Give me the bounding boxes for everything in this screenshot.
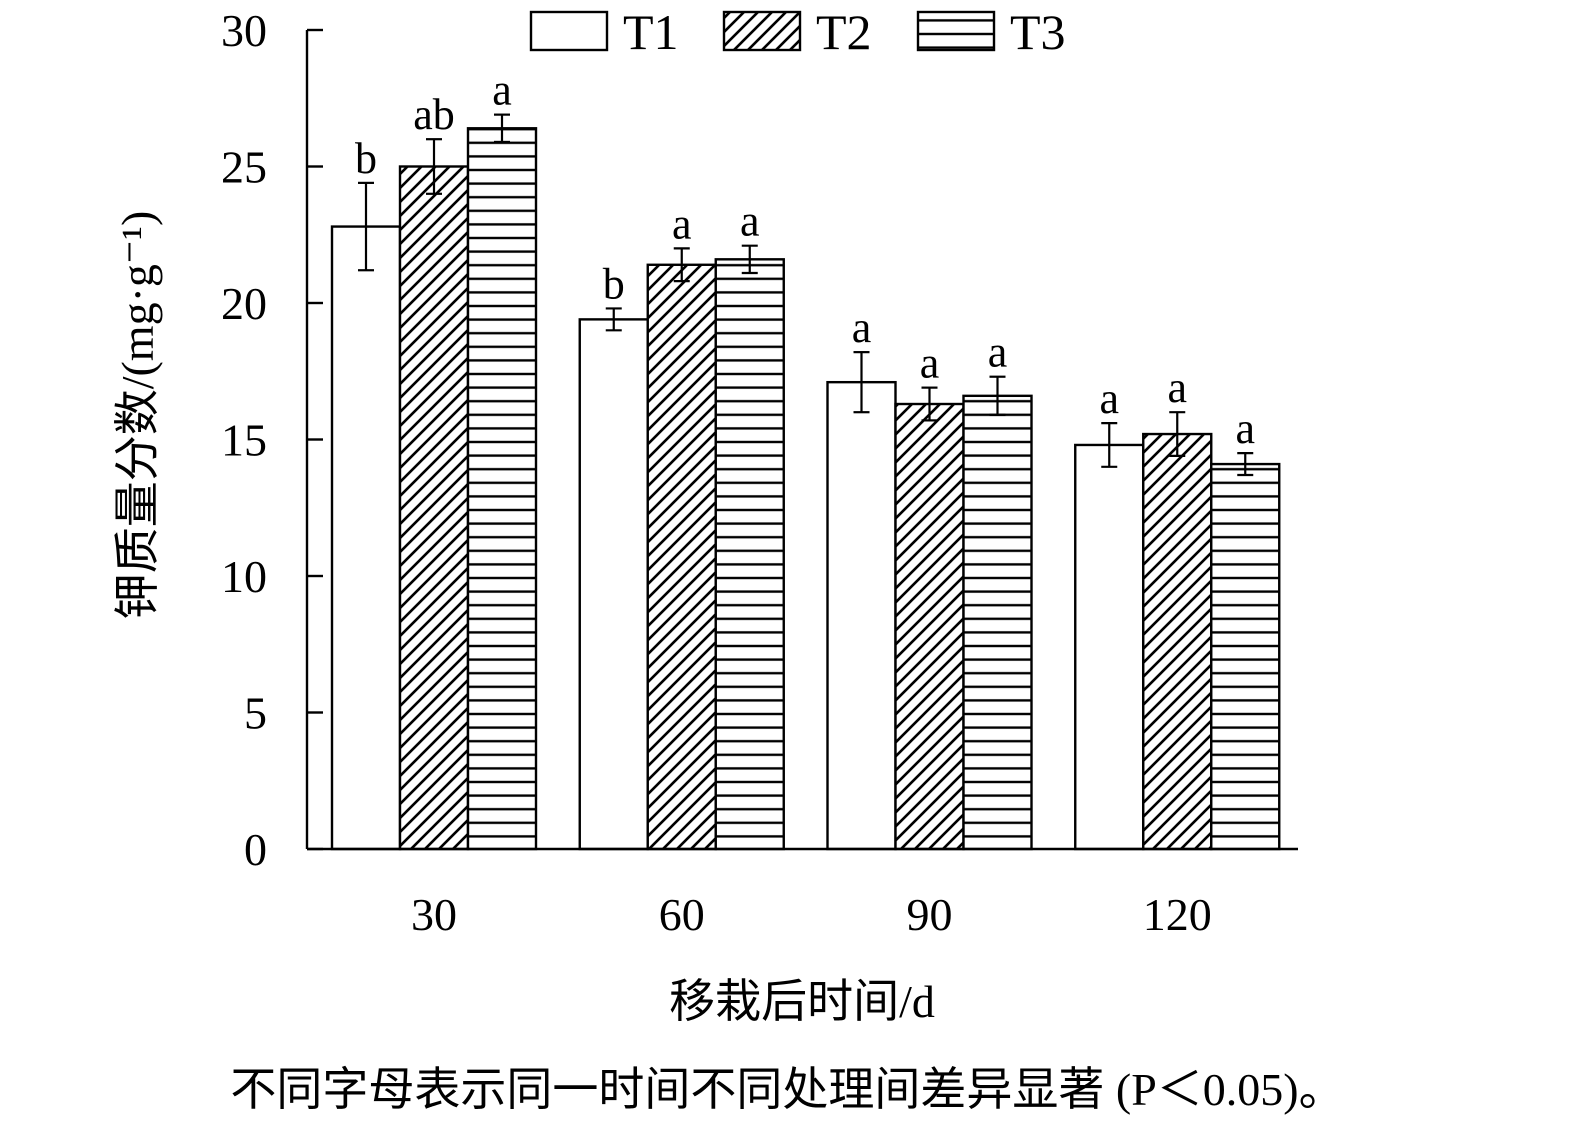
x-tick-label: 30 <box>411 889 457 940</box>
sig-label-T2-30: ab <box>413 90 455 139</box>
legend-swatch-T2 <box>722 10 802 52</box>
bar-T3-60 <box>714 258 785 851</box>
bar-T1-120 <box>1074 443 1145 851</box>
axes-layer <box>305 28 1298 851</box>
bar-T2-30 <box>398 165 470 851</box>
sig-label-T3-120: a <box>1235 404 1255 453</box>
sig-label-T3-30: a <box>492 66 512 115</box>
bar-T3-90 <box>962 394 1033 851</box>
bar-T1-30 <box>330 225 402 851</box>
sig-label-T2-90: a <box>920 339 940 388</box>
sig-label-T1-90: a <box>852 303 872 352</box>
legend-label-T3: T3 <box>1010 4 1066 60</box>
sig-label-T1-120: a <box>1099 374 1119 423</box>
bars-layer <box>330 113 1281 851</box>
bar-T3-120 <box>1210 462 1281 851</box>
y-tick-label: 5 <box>244 688 267 739</box>
legend-swatch-T3 <box>916 10 996 52</box>
y-tick-label: 15 <box>221 415 267 466</box>
sig-label-T3-60: a <box>740 197 760 246</box>
sig-label-T1-30: b <box>355 134 377 183</box>
x-tick-label: 120 <box>1143 889 1212 940</box>
sig-label-T1-60: b <box>603 259 625 308</box>
sig-label-T3-90: a <box>988 328 1008 377</box>
x-axis-title: 移栽后时间/d <box>669 976 935 1027</box>
sig-label-T2-60: a <box>672 199 692 248</box>
bar-T2-120 <box>1142 432 1213 851</box>
bar-T3-30 <box>466 127 538 851</box>
bar-T1-60 <box>578 318 649 851</box>
y-tick-label: 20 <box>221 278 267 329</box>
legend: T1 T2 T3 <box>529 4 1066 60</box>
legend-label-T1: T1 <box>623 4 679 60</box>
bar-T2-60 <box>646 263 717 851</box>
bar-T1-90 <box>826 380 897 851</box>
y-axis-title: 钾质量分数/(mg·g⁻¹) <box>112 211 163 620</box>
y-tick-label: 0 <box>244 824 267 875</box>
sig-label-T2-120: a <box>1167 363 1187 412</box>
legend-swatch-T1 <box>529 10 609 52</box>
legend-label-T2: T2 <box>816 4 872 60</box>
figure-note: 不同字母表示同一时间不同处理间差异显著 (P＜0.05)。 <box>230 1064 1345 1115</box>
x-tick-label: 60 <box>659 889 705 940</box>
y-tick-label: 10 <box>221 551 267 602</box>
y-tick-label: 25 <box>221 142 267 193</box>
x-tick-label: 90 <box>907 889 953 940</box>
bar-T2-90 <box>894 402 965 851</box>
y-tick-label: 30 <box>221 5 267 56</box>
